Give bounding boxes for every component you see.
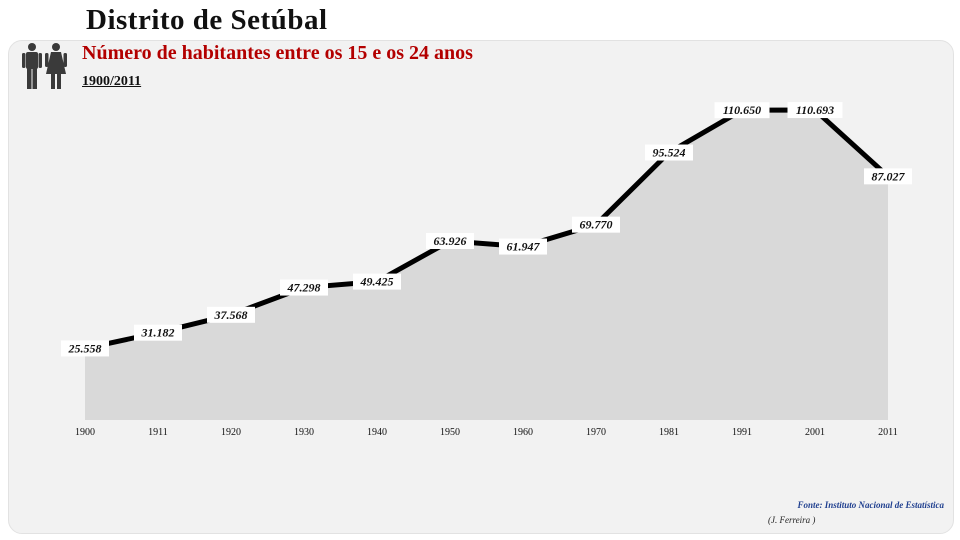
data-label-bg [787, 102, 843, 119]
data-label-bg [207, 306, 255, 323]
x-tick-label: 1970 [586, 427, 606, 438]
data-label: 61.947 [499, 238, 547, 255]
data-label-bg [134, 324, 182, 341]
data-label: 25.558 [61, 340, 109, 357]
data-label-text: 31.182 [141, 326, 175, 340]
data-label-text: 63.926 [434, 234, 467, 248]
data-label-text: 87.027 [872, 169, 906, 183]
data-label: 110.693 [787, 102, 843, 119]
data-label-text: 69.770 [580, 218, 613, 232]
period-label: 1900/2011 [82, 74, 142, 89]
data-label-text: 47.298 [287, 281, 321, 295]
data-label-bg [645, 144, 693, 161]
data-label-text: 61.947 [507, 240, 541, 254]
x-tick-label: 1940 [367, 427, 387, 438]
data-label: 110.650 [714, 102, 770, 119]
data-label-bg [572, 216, 620, 233]
data-label-text: 49.425 [360, 275, 394, 289]
data-label: 49.425 [353, 273, 401, 290]
x-tick-label: 1991 [732, 427, 752, 438]
x-tick-label: 1981 [659, 427, 679, 438]
x-tick-label: 1911 [148, 427, 168, 438]
data-label: 47.298 [280, 279, 328, 296]
x-tick-label: 1960 [513, 427, 533, 438]
area-fill [85, 110, 888, 420]
data-label-text: 110.693 [796, 103, 834, 117]
source-note: Fonte: Instituto Nacional de Estatística [797, 500, 944, 510]
data-label-bg [499, 238, 547, 255]
x-tick-label: 2001 [805, 427, 825, 438]
x-tick-label: 2011 [878, 427, 898, 438]
data-label: 63.926 [426, 233, 474, 250]
data-label: 95.524 [645, 144, 693, 161]
data-label: 31.182 [134, 324, 182, 341]
data-label-bg [426, 233, 474, 250]
x-tick-label: 1930 [294, 427, 314, 438]
data-label-text: 95.524 [653, 146, 686, 160]
author-note: (J. Ferreira ) [768, 515, 816, 525]
data-label-text: 110.650 [723, 103, 761, 117]
page-title: Distrito de Setúbal [86, 4, 328, 36]
data-label-text: 25.558 [68, 341, 102, 355]
data-label-bg [61, 340, 109, 357]
man-woman-icon [22, 43, 67, 89]
data-label-bg [864, 168, 912, 185]
chart-subtitle: Número de habitantes entre os 15 e os 24… [82, 42, 473, 64]
data-label: 37.568 [207, 306, 255, 323]
data-label: 69.770 [572, 216, 620, 233]
x-tick-label: 1900 [75, 427, 95, 438]
data-label-bg [280, 279, 328, 296]
data-label: 87.027 [864, 168, 912, 185]
x-tick-label: 1950 [440, 427, 460, 438]
data-label-text: 37.568 [214, 308, 248, 322]
data-label-bg [714, 102, 770, 119]
x-tick-label: 1920 [221, 427, 241, 438]
data-label-bg [353, 273, 401, 290]
